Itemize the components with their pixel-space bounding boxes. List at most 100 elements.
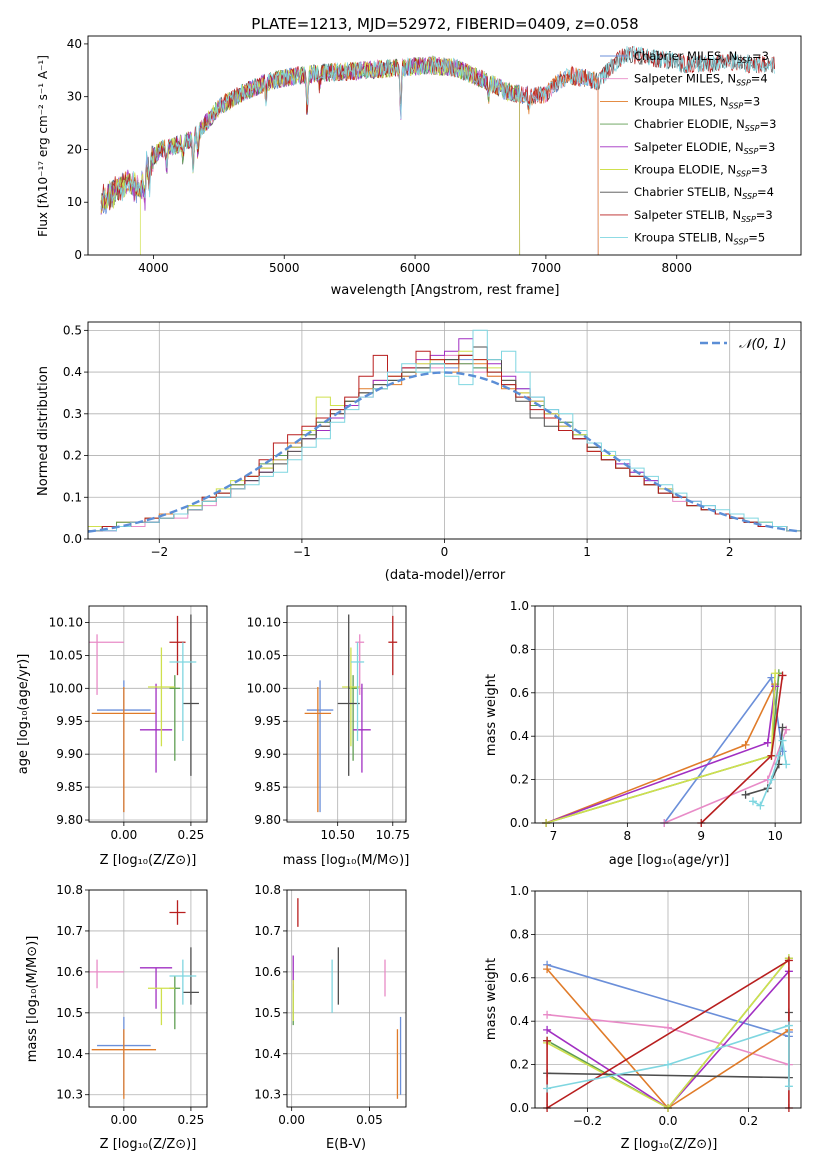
weight-vs-z-marker-salpeter-elodie-0 [543,1025,552,1034]
weight-vs-age-ytick-label-0: 0.0 [510,816,529,830]
weight-vs-age-xtick-label-3: 10 [767,829,782,843]
spectrum-ytick-label-1: 10 [67,195,82,209]
age-vs-z-ytick-label-6: 10.10 [49,615,83,629]
mass-vs-ebv-panel: 0.00 0.05 10.3 10.4 10.5 10.6 10.7 10.8 E(B-V) [254,883,407,1152]
residuals-legend-label: 𝒩(0, 1) [739,337,786,352]
spectrum-title: PLATE=1213, MJD=52972, FIBERID=0409, z=0… [251,15,638,33]
weight-vs-age-ytick-label-4: 0.8 [510,642,529,656]
residuals-ylabel: Normed distribution [36,366,51,496]
residuals-ytick-label-5: 0.5 [63,323,82,337]
spectrum-ytick-label-3: 30 [67,90,82,104]
spectrum-series-salpeter-elodie [100,57,521,255]
age-vs-mass-ytick-label-0: 9.80 [254,813,281,827]
weight-vs-z-marker-salpeter-stelib-2 [784,956,793,965]
age-vs-z-ytick-label-1: 9.85 [56,780,83,794]
age-vs-mass-ytick-label-2: 9.90 [254,747,281,761]
weight-vs-age-ytick-label-2: 0.4 [510,729,529,743]
weight-vs-age-marker-chabrier-stelib-0 [741,790,750,799]
spectrum-series-kroupa-stelib [100,45,775,211]
age-vs-mass-ytick-label-5: 10.05 [247,648,281,662]
weight-vs-z-xtick-label-0: −0.2 [573,1114,602,1128]
age-vs-mass-plot: 10.50 10.75 9.80 9.85 9.90 9.95 10.00 10.05 10.1… [247,605,410,842]
mass-vs-ebv-ytick-label-3: 10.6 [254,965,281,979]
mass-vs-ebv-ytick-label-5: 10.8 [254,883,281,897]
mass-vs-ebv-ytick-label-4: 10.7 [254,924,281,938]
weight-vs-z-ytick-label-0: 0.0 [510,1101,529,1115]
age-vs-mass-panel: 10.50 10.75 9.80 9.85 9.90 9.95 10.00 10.05 10.1… [247,605,410,868]
weight-vs-z-ylabel: mass weight [484,958,499,1040]
age-vs-z-ytick-label-4: 10.00 [49,681,83,695]
residuals-ytick-label-4: 0.4 [63,365,82,379]
age-vs-z-xtick-label-1: 0.25 [178,828,205,842]
age-vs-mass-frame [286,605,407,823]
spectrum-legend-label-salpeter-miles: Salpeter MILES, NSSP=4 [634,72,768,88]
weight-vs-age-marker-kroupa-elodie-2 [771,669,780,678]
age-vs-mass-xtick-label-0: 10.50 [321,828,355,842]
age-vs-z-panel: 0.00 0.259.809.859.909.9510.0010.0510.10 … [16,605,208,868]
mass-vs-z-ytick-label-3: 10.6 [56,965,83,979]
mass-vs-z-ytick-label-5: 10.8 [56,883,83,897]
weight-vs-z-marker-kroupa-stelib-2 [784,1021,793,1030]
weight-vs-age-xtick-label-2: 9 [697,829,705,843]
weight-vs-age-line-chabrier-elodie [545,673,780,824]
weight-vs-age-ytick-label-1: 0.2 [510,773,529,787]
mass-vs-ebv-plot: 0.00 0.05 10.3 10.4 10.5 10.6 10.7 10.8 [254,883,407,1127]
weight-vs-z-xtick-label-2: 0.2 [739,1114,758,1128]
spectrum-panel: PLATE=1213, MJD=52972, FIBERID=0409, z=0… [36,15,802,298]
residuals-plot: −2 −1 0 1 2 0.0 0.1 0.2 0.3 0.4 0.5 𝒩(0, 1) [63,321,802,559]
age-vs-mass-ytick-label-1: 9.85 [254,780,281,794]
weight-vs-age-marker-salpeter-elodie-1 [763,738,772,747]
mass-vs-ebv-ytick-label-0: 10.3 [254,1088,281,1102]
residuals-ytick-label-2: 0.2 [63,449,82,463]
spectrum-series-chabrier-elodie [100,55,521,255]
weight-vs-age-line-kroupa-elodie [545,673,776,824]
weight-vs-z-ytick-label-2: 0.4 [510,1014,529,1028]
weight-vs-z-ytick-label-1: 0.2 [510,1058,529,1072]
spectrum-legend-label-kroupa-stelib: Kroupa STELIB, NSSP=5 [634,231,765,247]
residuals-hist-kroupa-stelib [88,329,801,539]
residuals-xlabel: (data-model)/error [385,568,506,583]
weight-vs-age-frame [534,605,802,824]
residuals-ytick-label-3: 0.3 [63,407,82,421]
weight-vs-age-xtick-label-1: 8 [624,829,632,843]
weight-vs-age-marker-kroupa-miles-1 [741,740,750,749]
mass-vs-z-ylabel: mass [log₁₀(M/M⊙)] [25,936,40,1063]
residuals-xtick-label-2: 0 [441,545,449,559]
age-vs-z-ytick-label-3: 9.95 [56,714,83,728]
spectrum-series-kroupa-elodie [100,56,521,255]
mass-vs-ebv-xtick-label-0: 0.00 [278,1113,305,1127]
mass-vs-z-xtick-label-0: 0.00 [111,1113,138,1127]
mass-vs-ebv-xtick-label-1: 0.05 [356,1113,383,1127]
residuals-xtick-label-3: 1 [583,545,591,559]
weight-vs-z-xtick-label-1: 0.0 [658,1114,677,1128]
mass-vs-z-frame [88,889,208,1108]
weight-vs-age-marker-chabrier-stelib-3 [778,723,787,732]
spectrum-legend-label-salpeter-elodie: Salpeter ELODIE, NSSP=3 [634,140,775,156]
weight-vs-z-panel: −0.2 0.0 0.2 0.0 0.2 0.4 0.6 0.8 1.0 Z [log₁₀(Z/… [484,884,802,1152]
age-vs-mass-ytick-label-3: 9.95 [254,714,281,728]
mass-vs-ebv-xlabel: E(B-V) [326,1137,366,1152]
residuals-xtick-label-0: −2 [150,545,168,559]
mass-vs-ebv-frame [286,889,407,1108]
weight-vs-age-line-salpeter-stelib [700,675,784,824]
residuals-hist-salpeter-stelib [88,350,801,539]
spectrum-legend-label-chabrier-elodie: Chabrier ELODIE, NSSP=3 [634,117,776,133]
spectrum-xlabel: wavelength [Angstrom, rest frame] [331,283,560,298]
mass-vs-ebv-ytick-label-1: 10.4 [254,1047,281,1061]
weight-vs-age-ytick-label-3: 0.6 [510,686,529,700]
weight-vs-age-line-salpeter-elodie [545,686,776,824]
age-vs-z-plot: 0.00 0.25 9.80 9.85 9.90 9.95 10.00 10.05 10.10 [49,605,208,842]
mass-vs-z-plot: 0.00 0.25 10.3 10.4 10.5 10.6 10.7 10.8 [56,883,208,1127]
weight-vs-z-marker-kroupa-stelib-3 [784,1082,793,1091]
weight-vs-age-marker-kroupa-stelib-4 [778,736,787,745]
residuals-xtick-label-1: −1 [293,545,311,559]
spectrum-xtick-label-4: 8000 [661,261,692,275]
age-vs-z-ytick-label-5: 10.05 [49,648,83,662]
spectrum-plot: 4000 5000 6000 7000 8000 0 10 20 30 40 Chabrier MI… [67,35,802,275]
age-vs-mass-ytick-label-6: 10.10 [247,615,281,629]
spectrum-legend-label-salpeter-stelib: Salpeter STELIB, NSSP=3 [634,208,773,224]
residuals-frame [87,321,802,540]
weight-vs-age-ylabel: mass weight [484,674,499,756]
age-vs-mass-xlabel: mass [log₁₀(M/M⊙)] [283,853,410,868]
age-vs-z-xtick-label-0: 0.00 [111,828,138,842]
